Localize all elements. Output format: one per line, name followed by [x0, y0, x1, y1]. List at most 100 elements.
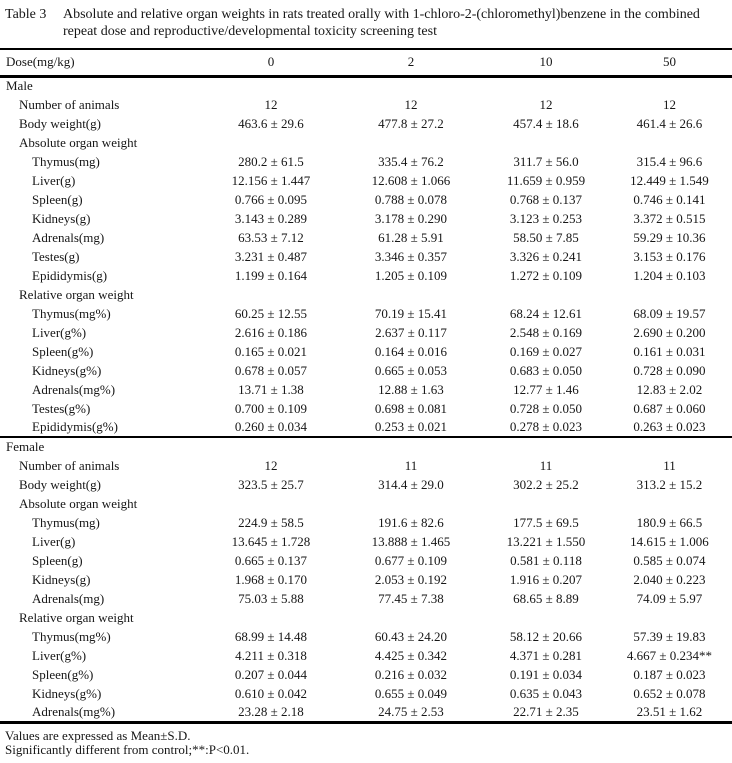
row-label: Thymus(mg) — [32, 153, 100, 169]
cell-value: 58.50 ± 7.85 — [513, 229, 579, 245]
cell-value: 2.053 ± 0.192 — [374, 571, 448, 587]
cell-value: 22.71 ± 2.35 — [513, 703, 579, 719]
cell-value: 0.581 ± 0.118 — [510, 552, 582, 568]
table-row: Kidneys(g%) 0.610 ± 0.042 0.655 ± 0.049 0.6… — [0, 684, 732, 703]
table-row: Absolute organ weight — [0, 133, 732, 152]
cell-value: 60.43 ± 24.20 — [374, 628, 448, 644]
cell-value: 0.585 ± 0.074 — [633, 552, 706, 568]
cell-value — [205, 608, 337, 627]
row-label: Thymus(mg%) — [32, 628, 111, 644]
dose-column-header: 10 — [539, 54, 553, 70]
cell-value — [205, 133, 337, 152]
row-label: Number of animals — [19, 457, 120, 473]
table-row: Epididymis(g%) 0.260 ± 0.034 0.253 ± 0.021… — [0, 418, 732, 437]
table-number-label: Table 3 — [5, 7, 47, 22]
cell-value: 13.71 ± 1.38 — [238, 381, 304, 397]
cell-value — [607, 133, 732, 152]
row-label: Thymus(mg) — [32, 514, 100, 530]
row-label: Adrenals(mg%) — [32, 381, 116, 397]
cell-value: 12 — [264, 96, 278, 112]
cell-value: 0.260 ± 0.034 — [234, 419, 308, 434]
footnote-significance: Significantly different from control;**:… — [5, 742, 250, 757]
cell-value: 11.659 ± 0.959 — [506, 172, 586, 188]
cell-value: 191.6 ± 82.6 — [378, 514, 444, 530]
cell-value: 12.608 ± 1.066 — [371, 172, 451, 188]
table-title-block: Table 3 Absolute and relative organ weig… — [0, 0, 732, 40]
row-label: Liver(g) — [32, 172, 76, 188]
table-row: Liver(g%) 2.616 ± 0.186 2.637 ± 0.117 2.548… — [0, 323, 732, 342]
cell-value: 315.4 ± 96.6 — [636, 153, 703, 169]
cell-value: 68.09 ± 19.57 — [633, 305, 706, 321]
cell-value: 75.03 ± 5.88 — [238, 590, 304, 606]
cell-value — [607, 437, 732, 456]
cell-value — [205, 437, 337, 456]
cell-value: 461.4 ± 26.6 — [636, 115, 703, 131]
cell-value: 12.83 ± 2.02 — [636, 381, 703, 397]
table-row: Testes(g) 3.231 ± 0.487 3.346 ± 0.357 3.326… — [0, 247, 732, 266]
cell-value: 0.768 ± 0.137 — [509, 191, 583, 207]
cell-value: 12.88 ± 1.63 — [378, 381, 444, 397]
cell-value: 3.372 ± 0.515 — [633, 210, 706, 226]
row-label: Adrenals(mg%) — [32, 703, 116, 719]
row-label: Kidneys(g%) — [32, 362, 102, 378]
cell-value: 2.548 ± 0.169 — [509, 324, 583, 340]
cell-value: 302.2 ± 25.2 — [513, 476, 579, 492]
cell-value — [337, 285, 485, 304]
cell-value: 313.2 ± 15.2 — [636, 476, 703, 492]
cell-value: 0.207 ± 0.044 — [234, 666, 308, 682]
footnotes: Values are expressed as Mean±S.D. Signif… — [0, 724, 732, 758]
table-row: Relative organ weight — [0, 608, 732, 627]
dose-column-header: 2 — [407, 54, 415, 70]
dose-header-row: Dose(mg/kg) 0 2 10 50 — [0, 49, 732, 76]
row-label: Spleen(g) — [32, 552, 83, 568]
cell-value: 457.4 ± 18.6 — [513, 115, 579, 131]
cell-value: 2.616 ± 0.186 — [234, 324, 308, 340]
table-row: Adrenals(mg%) 13.71 ± 1.38 12.88 ± 1.63 12.… — [0, 380, 732, 399]
cell-value: 11 — [663, 457, 676, 473]
cell-value: 0.746 ± 0.141 — [633, 191, 706, 207]
cell-value — [485, 133, 607, 152]
row-label: Testes(g%) — [32, 400, 91, 416]
cell-value: 23.28 ± 2.18 — [238, 703, 304, 719]
cell-value: 74.09 ± 5.97 — [636, 590, 703, 606]
cell-value: 0.191 ± 0.034 — [509, 666, 583, 682]
cell-value: 23.51 ± 1.62 — [636, 703, 703, 719]
row-label: Testes(g) — [32, 248, 80, 264]
cell-value — [337, 133, 485, 152]
cell-value: 68.99 ± 14.48 — [234, 628, 308, 644]
cell-value: 12 — [663, 96, 676, 112]
cell-value: 180.9 ± 66.5 — [636, 514, 703, 530]
cell-value: 3.231 ± 0.487 — [234, 248, 308, 264]
row-label: Spleen(g) — [32, 191, 83, 207]
cell-value: 14.615 ± 1.006 — [630, 533, 709, 549]
cell-value: 12 — [264, 457, 278, 473]
cell-value: 0.164 ± 0.016 — [374, 343, 448, 359]
cell-value: 0.728 ± 0.050 — [509, 400, 583, 416]
row-label: Body weight(g) — [19, 476, 101, 492]
cell-value — [337, 608, 485, 627]
table-row: Relative organ weight — [0, 285, 732, 304]
row-label: Kidneys(g%) — [32, 685, 102, 701]
cell-value — [337, 437, 485, 456]
table-row: Number of animals 12 12 12 12 — [0, 95, 732, 114]
cell-value: 335.4 ± 76.2 — [378, 153, 444, 169]
cell-value: 0.278 ± 0.023 — [509, 419, 583, 434]
cell-value: 1.916 ± 0.207 — [509, 571, 583, 587]
cell-value: 4.425 ± 0.342 — [374, 647, 448, 663]
table-row: Liver(g%) 4.211 ± 0.318 4.425 ± 0.342 4.371… — [0, 646, 732, 665]
table-row: Liver(g) 13.645 ± 1.728 13.888 ± 1.465 13.2… — [0, 532, 732, 551]
cell-value: 0.216 ± 0.032 — [374, 666, 448, 682]
cell-value: 0.698 ± 0.081 — [374, 400, 448, 416]
row-label: Relative organ weight — [19, 609, 134, 625]
table-row: Spleen(g%) 0.165 ± 0.021 0.164 ± 0.016 0.16… — [0, 342, 732, 361]
cell-value: 0.766 ± 0.095 — [234, 191, 308, 207]
table-row: Adrenals(mg%) 23.28 ± 2.18 24.75 ± 2.53 22.… — [0, 703, 732, 722]
table-body: Male Number of animals 12 12 12 12 Body weight… — [0, 76, 732, 722]
cell-value — [337, 76, 485, 95]
row-label: Kidneys(g) — [32, 210, 91, 226]
cell-value: 477.8 ± 27.2 — [378, 115, 444, 131]
row-label: Spleen(g%) — [32, 343, 94, 359]
row-label: Relative organ weight — [19, 286, 134, 302]
table-row: Spleen(g) 0.766 ± 0.095 0.788 ± 0.078 0.768… — [0, 190, 732, 209]
